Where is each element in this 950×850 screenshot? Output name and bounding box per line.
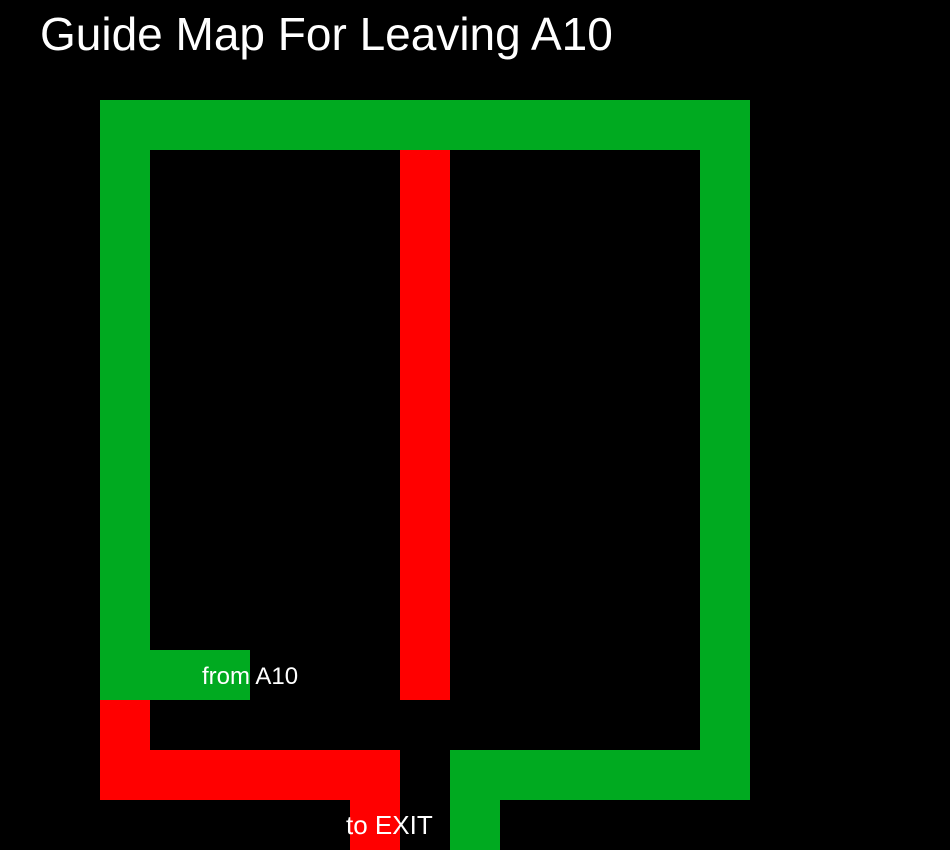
green-route: [100, 100, 750, 850]
route-exit-corridor: [450, 750, 500, 850]
blocked-exit-corridor: [350, 750, 400, 850]
blocked-center-corridor: [400, 150, 450, 700]
route-top-corridor: [100, 100, 750, 150]
red-blocked-paths: [100, 150, 450, 850]
route-left-corridor: [100, 100, 150, 700]
route-right-corridor: [700, 100, 750, 800]
start-label: from A10: [202, 663, 298, 690]
map-title: Guide Map For Leaving A10: [40, 8, 613, 60]
exit-label: to EXIT: [346, 810, 433, 840]
route-start-stub: [100, 650, 250, 700]
